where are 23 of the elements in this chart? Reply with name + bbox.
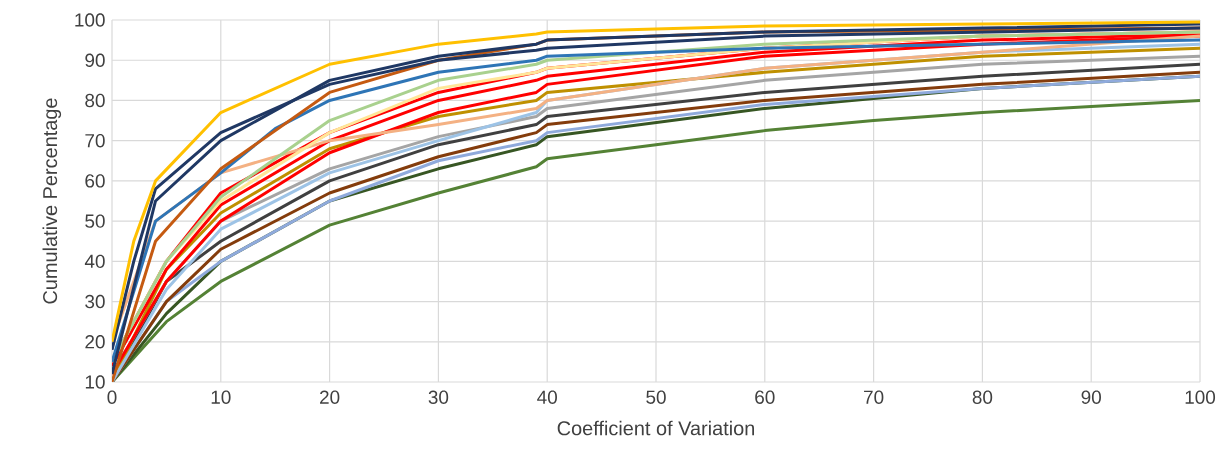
y-tick-label: 10 [85,375,105,389]
x-tick-label: 30 [428,390,449,404]
x-tick-label: 80 [972,390,993,404]
y-tick-label: 80 [85,93,105,108]
x-tick-label: 10 [211,390,231,404]
y-tick-label: 60 [85,174,105,188]
x-axis-title: Coefficient of Variation [557,420,755,436]
y-tick-label: 40 [84,254,105,269]
y-tick-label: 100 [75,13,105,27]
y-tick-label: 70 [85,133,105,148]
x-tick-label: 60 [755,390,775,404]
x-tick-label: 50 [646,390,666,404]
x-tick-label: 40 [537,390,557,404]
x-tick-label: 100 [1185,390,1216,404]
x-tick-label: 90 [1081,390,1101,404]
y-tick-label: 30 [85,294,105,309]
y-tick-label: 20 [85,335,105,349]
y-tick-label: 90 [85,53,105,67]
x-tick-label: 20 [320,390,340,404]
x-tick-label: 70 [864,390,884,404]
y-axis-title: Cumulative Percentage [42,98,62,304]
y-tick-label: 50 [85,214,105,228]
x-tick-label: 0 [107,390,117,404]
